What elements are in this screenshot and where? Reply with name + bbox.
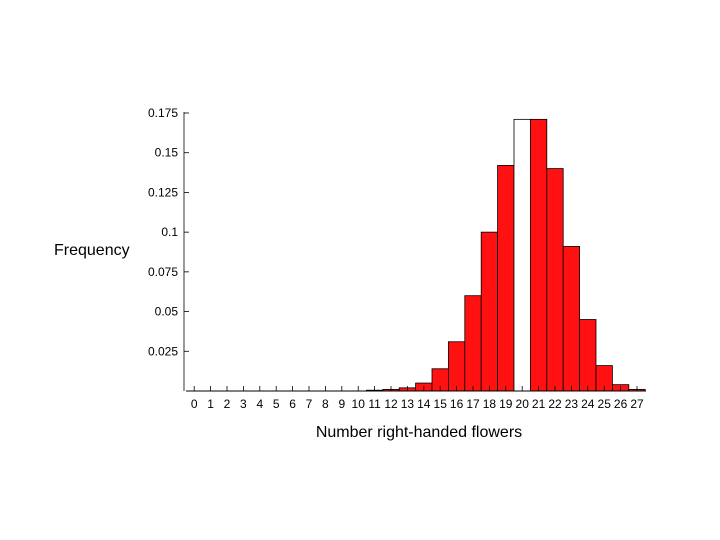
bar-17 (464, 295, 482, 392)
x-tick-label: 27 (630, 397, 644, 411)
x-tick-label: 10 (352, 397, 366, 411)
y-tick-label: 0.075 (148, 265, 178, 279)
bar-21 (530, 118, 548, 392)
x-tick-label: 25 (598, 397, 612, 411)
y-tick-label: 0.125 (148, 185, 178, 199)
x-tick-label: 3 (240, 397, 247, 411)
x-tick-label: 17 (466, 397, 480, 411)
y-axis-ticks: 0.025 0.05 0.075 0.1 0.125 0.15 0.175 (148, 106, 189, 358)
x-tick-label: 11 (368, 397, 381, 411)
y-tick-label: 0.025 (148, 344, 178, 358)
bar-24 (579, 319, 597, 392)
y-axis-label: Frequency (54, 242, 130, 259)
x-tick-label: 12 (384, 397, 398, 411)
x-tick-label: 23 (565, 397, 579, 411)
x-tick-label: 6 (289, 397, 296, 411)
x-tick-label: 13 (401, 397, 415, 411)
bar-18 (480, 231, 499, 392)
bar-19 (497, 165, 515, 392)
x-tick-label: 18 (483, 397, 497, 411)
x-tick-label: 8 (322, 397, 329, 411)
x-tick-label: 26 (614, 397, 628, 411)
x-tick-label: 1 (207, 397, 214, 411)
bar-20 (513, 118, 531, 392)
bars (365, 118, 646, 392)
x-tick-label: 5 (273, 397, 280, 411)
bar-22 (546, 168, 564, 392)
y-tick-label: 0.05 (155, 305, 179, 319)
y-tick-label: 0.1 (161, 225, 178, 239)
x-axis-label: Number right-handed flowers (316, 424, 522, 441)
x-tick-label: 14 (417, 397, 431, 411)
x-tick-label: 2 (224, 397, 231, 411)
y-tick-label: 0.175 (148, 106, 178, 120)
x-tick-label: 0 (191, 397, 198, 411)
x-tick-label: 4 (256, 397, 263, 411)
y-tick-label: 0.15 (155, 146, 179, 160)
x-tick-label: 9 (338, 397, 345, 411)
x-tick-label: 20 (516, 397, 530, 411)
x-tick-label: 24 (581, 397, 595, 411)
x-tick-label: 19 (499, 397, 513, 411)
x-tick-label: 15 (434, 397, 448, 411)
x-tick-label: 21 (532, 397, 546, 411)
x-axis-ticks: 0 1 2 3 4 5 6 7 8 9 10 11 12 13 14 15 16 17 18 19 20 21 22 23 24… (191, 386, 644, 411)
x-tick-label: 16 (450, 397, 464, 411)
x-tick-label: 22 (548, 397, 562, 411)
x-tick-label: 7 (306, 397, 313, 411)
bar-16 (447, 341, 466, 392)
bar-23 (562, 246, 581, 392)
